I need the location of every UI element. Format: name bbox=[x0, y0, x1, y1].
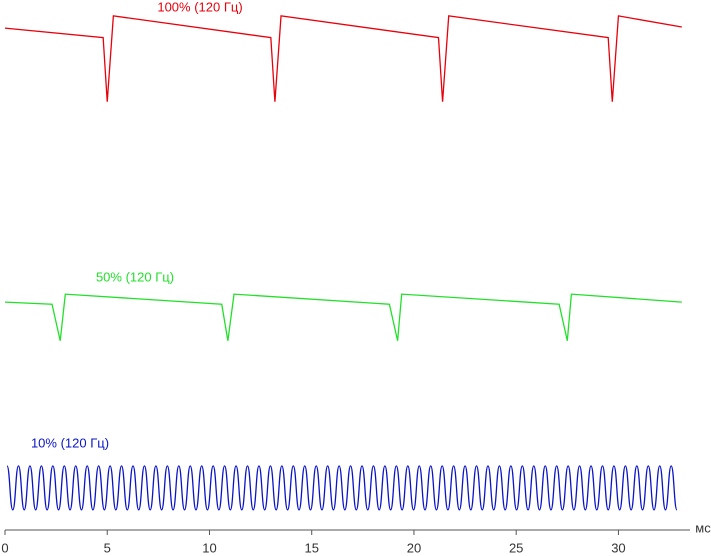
x-tick-label: 15 bbox=[304, 540, 318, 555]
series-label: 50% (120 Гц) bbox=[96, 269, 174, 284]
x-tick-label: 20 bbox=[407, 540, 421, 555]
x-tick-label: 30 bbox=[611, 540, 625, 555]
x-unit-label: мс bbox=[695, 520, 711, 535]
x-tick-label: 0 bbox=[1, 540, 8, 555]
x-tick-label: 25 bbox=[509, 540, 523, 555]
trace bbox=[4, 293, 682, 341]
x-tick-label: 5 bbox=[104, 540, 111, 555]
trace bbox=[6, 465, 678, 511]
x-tick-label: 10 bbox=[202, 540, 216, 555]
series-label: 10% (120 Гц) bbox=[31, 435, 109, 450]
trace bbox=[4, 15, 682, 102]
series-label: 100% (120 Гц) bbox=[157, 0, 242, 14]
